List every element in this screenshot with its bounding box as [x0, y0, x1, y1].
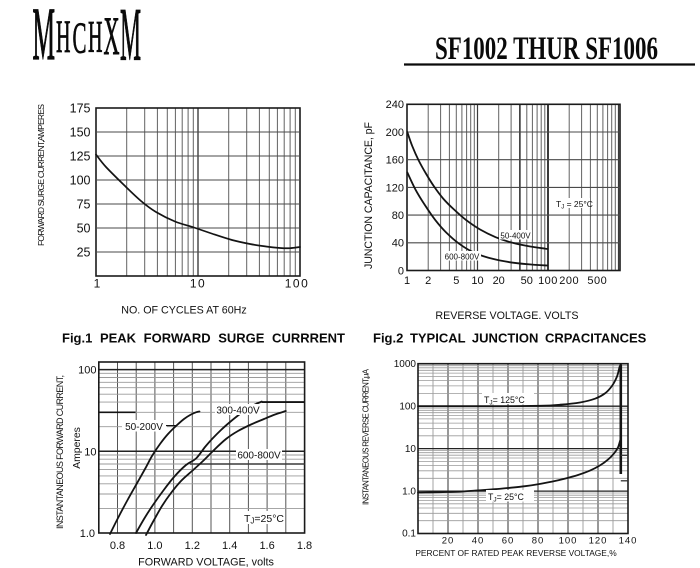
- svg-text:10: 10: [405, 444, 417, 455]
- svg-text:40: 40: [472, 536, 485, 547]
- svg-text:100: 100: [78, 365, 96, 377]
- svg-text:100: 100: [559, 536, 578, 547]
- svg-text:C: C: [73, 13, 87, 63]
- svg-text:500: 500: [587, 275, 607, 287]
- svg-text:10: 10: [84, 446, 96, 458]
- svg-text:M: M: [120, 0, 141, 77]
- svg-text:X: X: [104, 6, 120, 66]
- svg-text:1.0: 1.0: [80, 528, 95, 540]
- svg-text:20: 20: [442, 536, 455, 547]
- svg-text:SF1002 THUR SF1006: SF1002 THUR SF1006: [435, 31, 658, 67]
- svg-text:600-800V: 600-800V: [237, 451, 281, 462]
- svg-text:100: 100: [70, 173, 91, 187]
- svg-text:20: 20: [493, 275, 505, 287]
- svg-text:1.0: 1.0: [147, 540, 162, 552]
- svg-text:JUNCTION CAPACITANCE, pF: JUNCTION CAPACITANCE, pF: [363, 121, 375, 269]
- svg-text:120: 120: [589, 536, 608, 547]
- svg-text:200: 200: [559, 275, 579, 287]
- svg-text:100: 100: [285, 277, 310, 291]
- svg-text:80: 80: [532, 536, 545, 547]
- svg-text:REVERSE VOLTAGE. VOLTS: REVERSE VOLTAGE. VOLTS: [435, 310, 578, 322]
- svg-text:FORWARD SURGE CURRENT,AMPERES: FORWARD SURGE CURRENT,AMPERES: [36, 104, 46, 246]
- svg-text:1.8: 1.8: [297, 540, 312, 552]
- svg-text:Fig.2 TYPICAL JUNCTION CRPACIT: Fig.2 TYPICAL JUNCTION CRPACITANCES: [373, 331, 647, 346]
- svg-text:5: 5: [453, 275, 459, 287]
- svg-text:600-800V: 600-800V: [445, 253, 480, 262]
- svg-text:100: 100: [399, 402, 416, 413]
- svg-text:1: 1: [404, 275, 410, 287]
- svg-text:175: 175: [70, 101, 91, 115]
- svg-text:INSTANTANEOUS FORWARD CURRENT,: INSTANTANEOUS FORWARD CURRENT,: [55, 375, 65, 529]
- svg-text:1000: 1000: [394, 359, 417, 370]
- svg-text:NO. OF CYCLES AT 60Hz: NO. OF CYCLES AT 60Hz: [121, 305, 247, 317]
- svg-text:160: 160: [386, 155, 404, 167]
- svg-text:10: 10: [471, 275, 483, 287]
- svg-text:FORWARD VOLTAGE, volts: FORWARD VOLTAGE, volts: [138, 557, 274, 568]
- svg-text:1.0: 1.0: [402, 487, 416, 498]
- svg-text:2: 2: [425, 275, 431, 287]
- svg-text:INSTANTANEOUS REVERSE CURRENT,: INSTANTANEOUS REVERSE CURRENT,µA: [362, 368, 371, 505]
- svg-text:Fig.1 PEAK FORWARD SURGE CURRR: Fig.1 PEAK FORWARD SURGE CURRRENT: [62, 331, 345, 346]
- svg-text:125: 125: [70, 149, 91, 163]
- svg-text:0.1: 0.1: [402, 529, 416, 540]
- svg-text:75: 75: [77, 197, 91, 211]
- svg-text:1.4: 1.4: [222, 540, 237, 552]
- svg-text:60: 60: [502, 536, 515, 547]
- svg-text:150: 150: [70, 125, 91, 139]
- svg-text:H: H: [88, 12, 103, 62]
- svg-text:200: 200: [386, 127, 404, 139]
- svg-text:Amperes: Amperes: [72, 427, 83, 469]
- svg-text:TJ= 125°C: TJ= 125°C: [484, 395, 525, 407]
- svg-text:10: 10: [190, 277, 206, 291]
- svg-text:120: 120: [386, 182, 404, 194]
- svg-text:50: 50: [521, 275, 533, 287]
- svg-text:H: H: [56, 10, 70, 62]
- svg-text:240: 240: [386, 99, 404, 111]
- svg-text:M: M: [33, 0, 56, 76]
- svg-text:50-200V: 50-200V: [125, 422, 163, 433]
- svg-text:0.8: 0.8: [110, 540, 125, 552]
- svg-text:0: 0: [398, 265, 404, 277]
- svg-text:1.6: 1.6: [259, 540, 274, 552]
- svg-text:50: 50: [77, 221, 91, 235]
- svg-text:TJ = 25°C: TJ = 25°C: [556, 199, 593, 211]
- svg-text:300-400V: 300-400V: [216, 406, 260, 417]
- svg-text:TJ= 25°C: TJ= 25°C: [488, 492, 525, 504]
- svg-text:1.2: 1.2: [185, 540, 200, 552]
- svg-text:TJ=25°C: TJ=25°C: [244, 513, 284, 526]
- svg-text:80: 80: [392, 210, 404, 222]
- svg-text:PERCENT OF RATED PEAK REVERSE: PERCENT OF RATED PEAK REVERSE VOLTAGE,%: [415, 548, 617, 558]
- svg-text:25: 25: [77, 245, 91, 259]
- svg-text:1: 1: [94, 277, 101, 291]
- svg-text:100: 100: [538, 275, 558, 287]
- svg-text:40: 40: [392, 238, 404, 250]
- svg-text:140: 140: [619, 536, 638, 547]
- svg-text:50-400V: 50-400V: [500, 232, 531, 241]
